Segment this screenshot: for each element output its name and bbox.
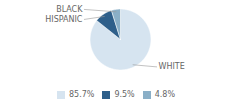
- svg-text:BLACK: BLACK: [56, 5, 83, 14]
- html-text:9.5%: 9.5%: [114, 90, 135, 99]
- svg-text:HISPANIC: HISPANIC: [45, 15, 83, 24]
- html-text:4.8%: 4.8%: [154, 90, 175, 99]
- svg-text:WHITE: WHITE: [159, 62, 185, 71]
- html-text:85.7%: 85.7%: [69, 90, 95, 99]
